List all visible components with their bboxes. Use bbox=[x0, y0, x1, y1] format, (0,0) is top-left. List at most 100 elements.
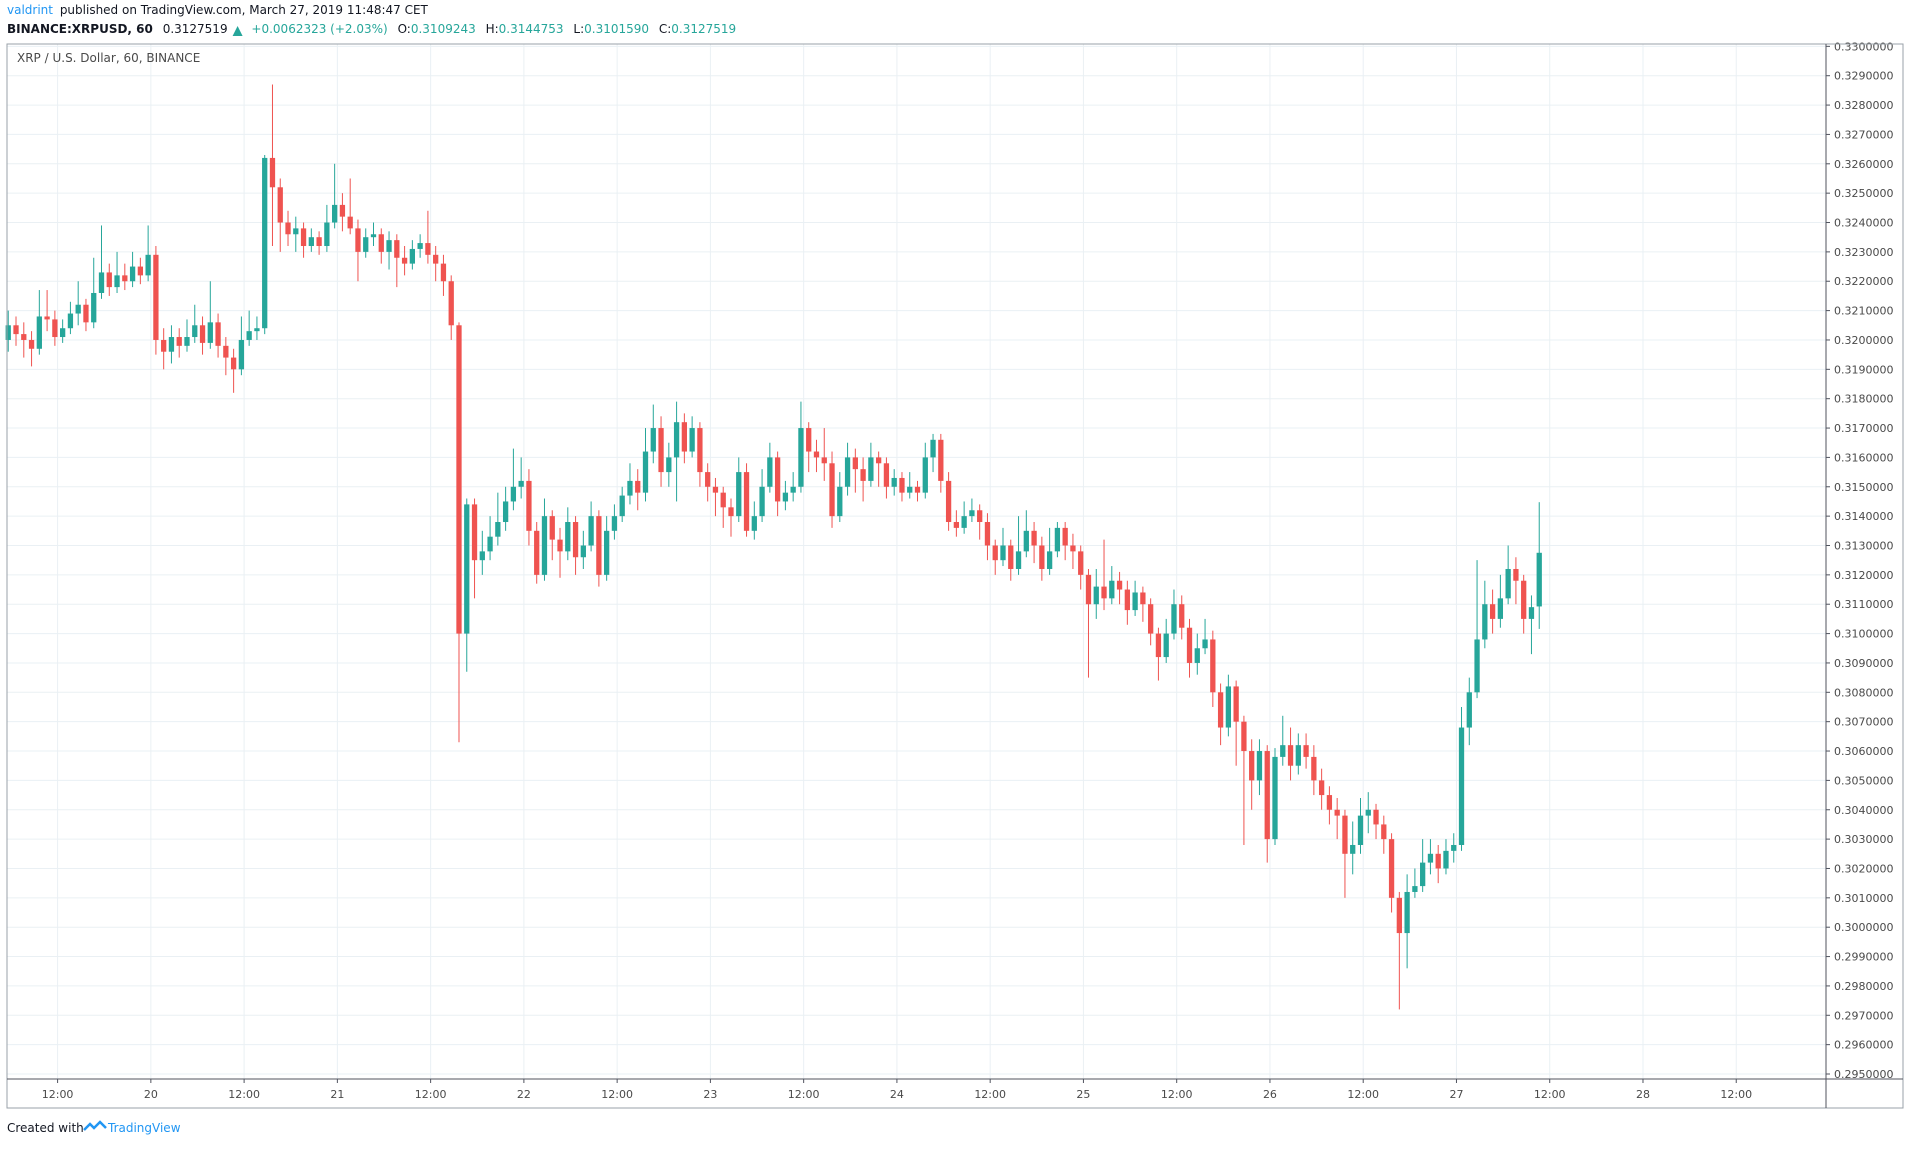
candle-body bbox=[1194, 648, 1200, 663]
candle-body bbox=[1023, 530, 1029, 552]
y-tick-label: 0.3120000 bbox=[1834, 569, 1894, 582]
candle-body bbox=[650, 428, 656, 452]
candle-body bbox=[168, 337, 175, 352]
candle-body bbox=[471, 504, 478, 561]
y-tick-label: 0.3200000 bbox=[1834, 334, 1894, 347]
candle-body bbox=[767, 457, 773, 487]
y-tick-label: 0.2950000 bbox=[1834, 1068, 1894, 1081]
candle-body bbox=[1171, 604, 1177, 634]
y-tick-label: 0.3140000 bbox=[1834, 510, 1894, 523]
candle-body bbox=[813, 451, 820, 458]
candle-body bbox=[689, 428, 695, 452]
candle-body bbox=[137, 266, 144, 276]
candle-body bbox=[1326, 795, 1333, 810]
candle-body bbox=[596, 516, 602, 575]
candle-body bbox=[821, 457, 827, 464]
candle-body bbox=[883, 463, 890, 487]
candle-body bbox=[433, 254, 439, 264]
candle-body bbox=[176, 337, 182, 346]
author[interactable]: valdrint bbox=[7, 3, 53, 17]
candle-body bbox=[635, 480, 641, 493]
candle-body bbox=[114, 275, 120, 288]
x-tick-label: 20 bbox=[144, 1088, 158, 1101]
y-tick-label: 0.3150000 bbox=[1834, 481, 1894, 494]
candle-body bbox=[611, 516, 618, 531]
tradingview-logo[interactable] bbox=[83, 1120, 107, 1131]
candle-body bbox=[1116, 580, 1123, 590]
candle-body bbox=[852, 457, 858, 470]
candle-body bbox=[984, 522, 991, 546]
candle-body bbox=[401, 257, 408, 264]
candle-body bbox=[52, 319, 58, 338]
y-tick-label: 0.3060000 bbox=[1834, 745, 1894, 758]
candle-body bbox=[21, 334, 27, 340]
candle-body bbox=[1350, 844, 1356, 854]
footer-brand[interactable]: TradingView bbox=[107, 1121, 181, 1135]
y-tick-label: 0.3110000 bbox=[1834, 598, 1894, 611]
candle-body bbox=[269, 157, 276, 188]
symbol: BINANCE:XRPUSD, 60 bbox=[7, 22, 153, 36]
candle-body bbox=[907, 486, 913, 493]
candle-body bbox=[1482, 604, 1488, 640]
y-tick-label: 0.3220000 bbox=[1834, 275, 1894, 288]
candle-body bbox=[28, 339, 35, 349]
candle-body bbox=[580, 545, 586, 558]
candle-body bbox=[1093, 586, 1099, 605]
candle-body bbox=[1054, 527, 1061, 552]
x-tick-label: 26 bbox=[1263, 1088, 1277, 1101]
candle-body bbox=[1280, 745, 1286, 757]
candle-body bbox=[1202, 639, 1208, 649]
candle-body bbox=[98, 272, 105, 293]
candle-body bbox=[953, 522, 960, 528]
candle-body bbox=[1404, 891, 1410, 934]
candle-body bbox=[277, 187, 283, 223]
y-tick-label: 0.3240000 bbox=[1834, 217, 1894, 230]
candle-body bbox=[1318, 780, 1325, 796]
candle-body bbox=[666, 457, 672, 473]
candle-body bbox=[1109, 580, 1115, 599]
candle-body bbox=[619, 495, 625, 517]
candle-body bbox=[1420, 862, 1426, 887]
candle-body bbox=[13, 325, 19, 335]
candle-body bbox=[417, 243, 423, 249]
candle-body bbox=[1217, 692, 1224, 728]
candle-body bbox=[705, 472, 711, 487]
candle-body bbox=[1264, 751, 1270, 840]
candle-body bbox=[1396, 897, 1402, 934]
candle-body bbox=[736, 472, 742, 517]
publish-line: valdrint published on TradingView.com, M… bbox=[7, 3, 429, 17]
candle-body bbox=[510, 486, 517, 502]
candle-body bbox=[502, 501, 509, 523]
candle-body bbox=[1311, 756, 1317, 781]
candle-body bbox=[1085, 574, 1092, 605]
candle-body bbox=[1342, 815, 1348, 854]
published: published on TradingView.com, March 27, … bbox=[60, 3, 429, 17]
y-tick-label: 0.3160000 bbox=[1834, 451, 1894, 464]
candle-body bbox=[1031, 530, 1037, 546]
candle-body bbox=[1536, 552, 1542, 607]
candle-body bbox=[743, 472, 750, 531]
y-tick-label: 0.3230000 bbox=[1834, 246, 1894, 259]
open-label: O: bbox=[398, 22, 411, 36]
y-tick-label: 0.3040000 bbox=[1834, 804, 1894, 817]
candle-body bbox=[1179, 604, 1185, 628]
candle-body bbox=[572, 522, 579, 558]
y-tick-label: 0.3130000 bbox=[1834, 539, 1894, 552]
x-tick-label: 28 bbox=[1636, 1088, 1650, 1101]
candle-body bbox=[5, 325, 11, 340]
candle-body bbox=[1505, 568, 1511, 599]
candle-body bbox=[658, 428, 664, 473]
y-tick-label: 0.3010000 bbox=[1834, 892, 1894, 905]
candle-body bbox=[215, 322, 221, 346]
candle-body bbox=[1132, 592, 1138, 611]
chart-frame bbox=[6, 43, 1904, 1109]
candle-body bbox=[534, 530, 540, 575]
candle-body bbox=[1186, 627, 1193, 663]
candle-body bbox=[262, 157, 268, 329]
candle-body bbox=[106, 272, 112, 288]
x-tick-label: 12:00 bbox=[974, 1088, 1006, 1101]
candle-body bbox=[899, 477, 905, 493]
candle-body bbox=[75, 304, 81, 314]
y-tick-label: 0.3000000 bbox=[1834, 921, 1894, 934]
